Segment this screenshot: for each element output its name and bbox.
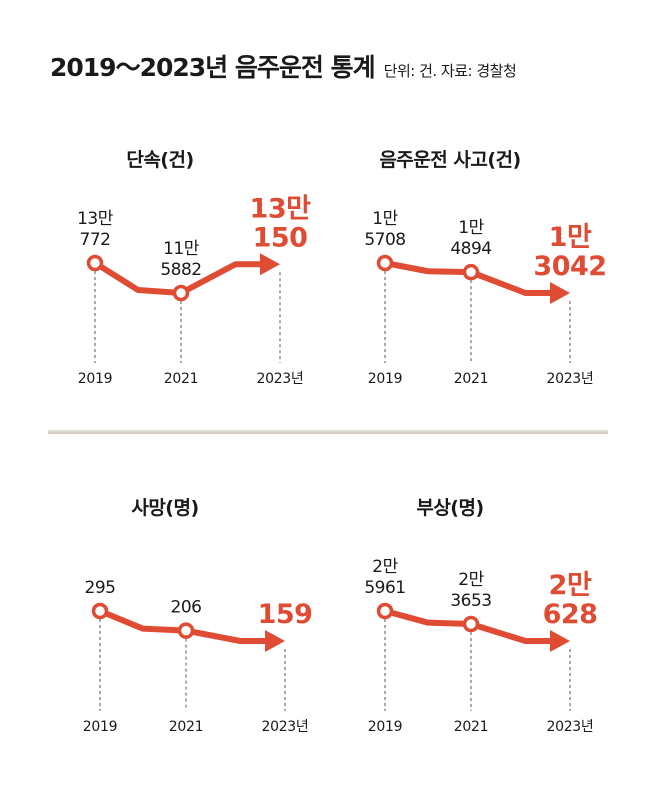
- data-label-line: 150: [253, 222, 308, 253]
- data-point: [376, 602, 394, 620]
- data-label: 1만 4894: [450, 218, 491, 259]
- data-label-line: 5961: [364, 578, 405, 598]
- arrow-head: [550, 630, 570, 652]
- x-tick-label: 2023년: [546, 371, 593, 387]
- data-point: [172, 284, 190, 302]
- data-label-line: 3042: [533, 251, 606, 282]
- data-label-line: 295: [85, 578, 116, 598]
- x-tick-label: 2023년: [256, 371, 303, 387]
- data-point: [376, 254, 394, 272]
- panel-title: 사망(명): [131, 497, 199, 519]
- line-chart-deaths: 295 206 159 2019 2021 2023년: [83, 578, 313, 735]
- panel-title: 음주운전 사고(건): [379, 149, 521, 171]
- data-label: 295: [85, 578, 116, 598]
- data-label-line: 2만: [549, 570, 592, 601]
- x-tick-label: 2023년: [261, 719, 308, 735]
- chart-header: 2019～2023년 음주운전 통계 단위: 건. 자료: 경찰청: [50, 48, 517, 84]
- data-label: 2만 628: [543, 570, 598, 630]
- panel-injuries: 부상(명) 2만 5961 2만 3653 2만 628 2019 2021 2023년: [290, 493, 610, 793]
- data-label: 1만 3042: [533, 222, 606, 282]
- data-point: [91, 602, 109, 620]
- data-label-line: 11만: [163, 239, 200, 259]
- data-label-line: 159: [258, 599, 313, 630]
- data-label-line: 3653: [450, 591, 491, 611]
- panel-title: 단속(건): [126, 149, 194, 171]
- panel-crackdowns: 단속(건) 13만 772 11만 5882 13만 150 2019 2021 2023년: [0, 145, 320, 445]
- x-tick-label: 2019: [78, 371, 112, 387]
- data-label-line: 5708: [364, 230, 405, 250]
- x-tick-label: 2021: [454, 719, 488, 735]
- data-label-line: 2만: [458, 570, 484, 590]
- data-label-line: 772: [80, 230, 111, 250]
- data-label-line: 628: [543, 599, 598, 630]
- data-point: [462, 263, 480, 281]
- data-label-line: 13만: [250, 193, 312, 224]
- data-label: 13만 150: [250, 193, 312, 253]
- section-divider: [48, 430, 608, 434]
- data-label-line: 5882: [160, 260, 201, 280]
- arrow-head: [260, 253, 280, 276]
- data-label: 1만 5708: [364, 209, 405, 250]
- chart-title: 2019～2023년 음주운전 통계: [50, 53, 376, 82]
- data-label: 159: [258, 599, 313, 630]
- data-label-line: 4894: [450, 239, 491, 259]
- x-tick-label: 2021: [169, 719, 203, 735]
- arrow-head: [265, 630, 285, 652]
- data-label-line: 1만: [458, 218, 484, 238]
- arrow-head: [550, 282, 570, 304]
- data-point: [462, 615, 480, 633]
- x-tick-label: 2019: [368, 719, 402, 735]
- data-label-line: 206: [171, 598, 202, 618]
- data-label-line: 2만: [372, 557, 398, 577]
- unit-source-note: 단위: 건. 자료: 경찰청: [383, 62, 517, 80]
- data-label: 11만 5882: [160, 239, 201, 280]
- data-point: [177, 622, 195, 639]
- panel-accidents: 음주운전 사고(건) 1만 5708 1만 4894 1만 3042 2019 2021 202…: [290, 145, 610, 445]
- data-label-line: 13만: [77, 209, 114, 229]
- data-label: 13만 772: [77, 209, 114, 250]
- data-label: 2만 5961: [364, 557, 405, 598]
- data-point: [86, 254, 104, 272]
- data-label: 2만 3653: [450, 570, 491, 611]
- panel-deaths: 사망(명) 295 206 159 2019 2021 2023년: [5, 493, 325, 793]
- panel-title: 부상(명): [416, 497, 484, 519]
- data-label: 206: [171, 598, 202, 618]
- x-tick-label: 2019: [368, 371, 402, 387]
- x-tick-label: 2021: [454, 371, 488, 387]
- data-label-line: 1만: [549, 222, 592, 253]
- x-tick-label: 2019: [83, 719, 117, 735]
- x-tick-label: 2021: [164, 371, 198, 387]
- x-tick-label: 2023년: [546, 719, 593, 735]
- data-label-line: 1만: [372, 209, 398, 229]
